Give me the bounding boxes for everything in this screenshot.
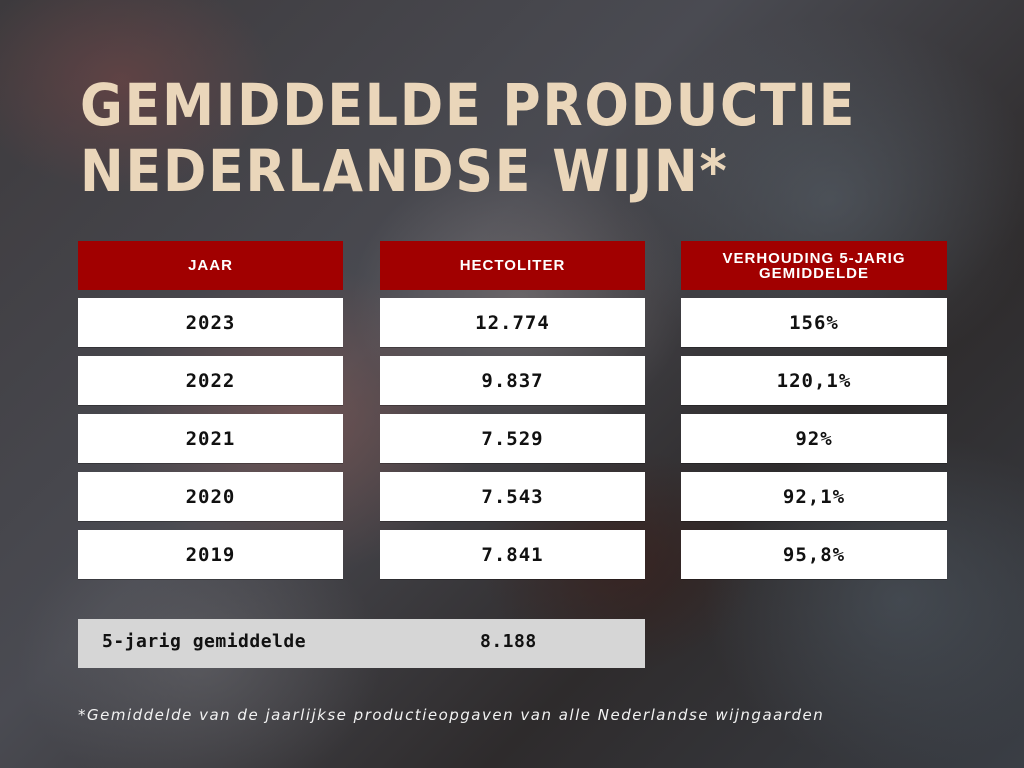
cell-hectoliter: 9.837: [380, 356, 645, 405]
cell-hectoliter: 7.841: [380, 530, 645, 579]
title-line-2: NEDERLANDSE WIJN*: [80, 137, 729, 205]
cell-ratio: 156%: [681, 298, 947, 347]
average-row: 5-jarig gemiddelde 8.188: [78, 619, 645, 668]
cell-year: 2022: [78, 356, 343, 405]
cell-hectoliter: 7.543: [380, 472, 645, 521]
cell-year: 2023: [78, 298, 343, 347]
cell-year: 2019: [78, 530, 343, 579]
cell-ratio: 92,1%: [681, 472, 947, 521]
title-line-1: GEMIDDELDE PRODUCTIE: [80, 71, 857, 139]
cell-ratio: 95,8%: [681, 530, 947, 579]
header-jaar: JAAR: [78, 241, 343, 290]
cell-hectoliter: 7.529: [380, 414, 645, 463]
page-title: GEMIDDELDE PRODUCTIE NEDERLANDSE WIJN*: [80, 72, 856, 204]
average-label: 5-jarig gemiddelde: [102, 631, 307, 652]
cell-ratio: 120,1%: [681, 356, 947, 405]
cell-year: 2021: [78, 414, 343, 463]
cell-year: 2020: [78, 472, 343, 521]
cell-hectoliter: 12.774: [380, 298, 645, 347]
cell-ratio: 92%: [681, 414, 947, 463]
header-hectoliter: HECTOLITER: [380, 241, 645, 290]
average-value: 8.188: [480, 631, 537, 652]
header-verhouding: VERHOUDING 5-JARIG GEMIDDELDE: [681, 241, 947, 290]
footnote: *Gemiddelde van de jaarlijkse productieo…: [78, 706, 825, 724]
